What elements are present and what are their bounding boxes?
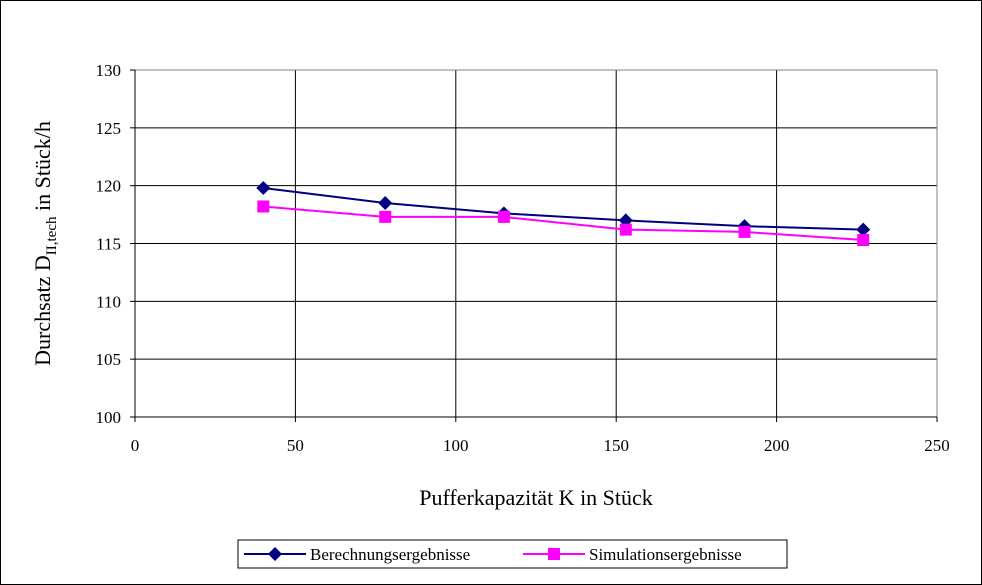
- series-group: [257, 200, 870, 247]
- axes: [130, 69, 938, 422]
- data-point: [738, 225, 751, 238]
- legend-label: Simulationsergebnisse: [589, 545, 742, 564]
- x-tick-labels: 0 50 100 150 200 250: [131, 436, 950, 455]
- y-tick-label: 100: [96, 408, 122, 427]
- y-tick-labels: 100 105 110 115 120 125 130: [96, 61, 122, 427]
- data-point: [379, 210, 392, 223]
- y-axis-title-subscript: II,tech: [44, 216, 60, 255]
- legend: Berechnungsergebnisse Simulationsergebnis…: [237, 539, 788, 569]
- y-tick-label: 125: [96, 119, 122, 138]
- y-axis-title-suffix: in Stück/h: [30, 121, 55, 216]
- legend-box: [237, 539, 788, 569]
- y-tick-label: 130: [96, 61, 122, 80]
- x-tick-label: 150: [603, 436, 629, 455]
- y-tick-label: 115: [96, 235, 121, 254]
- series-line: [263, 205, 864, 242]
- y-tick-label: 120: [96, 177, 122, 196]
- data-series: [256, 180, 871, 247]
- y-axis-title: Durchsatz DII,tech in Stück/h: [30, 121, 60, 366]
- legend-label: Berechnungsergebnisse: [310, 545, 470, 564]
- data-point: [256, 180, 271, 195]
- legend-marker: [268, 547, 282, 561]
- y-tick-label: 105: [96, 350, 122, 369]
- legend-marker: [548, 548, 560, 560]
- legend-item: Simulationsergebnisse: [523, 545, 742, 564]
- x-tick-label: 250: [924, 436, 950, 455]
- data-point: [497, 210, 510, 223]
- legend-item: Berechnungsergebnisse: [244, 545, 470, 564]
- y-tick-label: 110: [96, 292, 121, 311]
- data-point: [857, 234, 870, 247]
- data-point: [619, 223, 632, 236]
- x-tick-label: 100: [443, 436, 469, 455]
- y-axis-title-prefix: Durchsatz D: [30, 255, 55, 366]
- x-tick-label: 200: [764, 436, 790, 455]
- data-point: [378, 196, 393, 211]
- series-line: [263, 186, 864, 231]
- x-tick-label: 50: [287, 436, 304, 455]
- x-axis-title: Pufferkapazität K in Stück: [419, 485, 653, 510]
- series-group: [256, 180, 871, 237]
- data-point: [257, 200, 270, 213]
- x-tick-label: 0: [131, 436, 140, 455]
- data-point: [856, 222, 871, 237]
- grid-lines: [135, 69, 938, 417]
